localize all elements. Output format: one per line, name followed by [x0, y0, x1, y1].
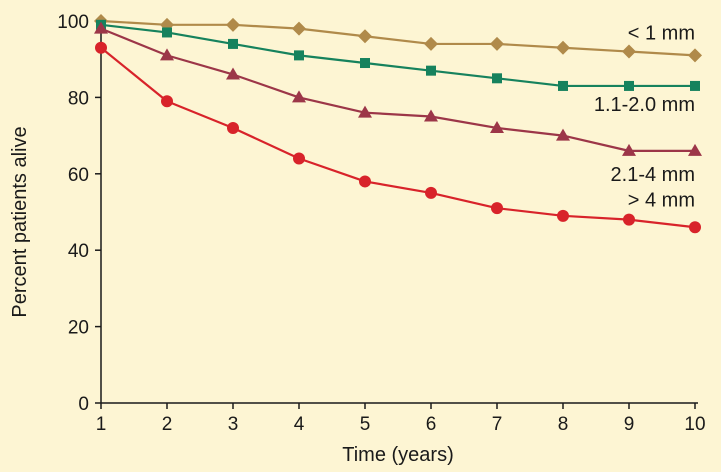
series-square: [96, 19, 700, 91]
data-point-diamond: [622, 44, 636, 59]
data-point-diamond: [226, 17, 240, 32]
series-label: < 1 mm: [628, 22, 695, 44]
series-triangle: [94, 21, 702, 156]
axes: [95, 15, 698, 409]
x-tick-label: 6: [426, 414, 437, 435]
x-tick-label: 2: [162, 414, 173, 435]
x-tick-label: 5: [360, 414, 371, 435]
data-point-square: [492, 73, 502, 84]
data-point-circle: [161, 95, 173, 108]
y-tick-label: 80: [68, 88, 89, 109]
data-point-square: [624, 80, 634, 91]
y-tick-label: 20: [68, 318, 89, 339]
x-tick-label: 1: [96, 414, 107, 435]
data-point-circle: [491, 202, 503, 215]
data-point-square: [228, 38, 238, 49]
data-point-triangle: [160, 48, 174, 61]
data-point-triangle: [226, 67, 240, 80]
data-point-triangle: [292, 90, 306, 103]
data-point-diamond: [556, 40, 570, 55]
data-point-circle: [557, 209, 569, 222]
data-point-triangle: [688, 143, 702, 156]
data-point-circle: [425, 186, 437, 199]
data-point-diamond: [490, 36, 504, 51]
data-point-circle: [95, 41, 107, 54]
y-tick-label: 60: [68, 165, 89, 186]
data-point-triangle: [424, 109, 438, 122]
x-axis-label: Time (years): [342, 444, 453, 466]
data-point-triangle: [358, 105, 372, 118]
series-line: [100, 27, 695, 152]
x-tick-label: 10: [684, 414, 705, 435]
series-label: > 4 mm: [628, 189, 695, 211]
data-point-circle: [623, 213, 635, 226]
y-tick-label: 0: [78, 394, 89, 415]
series-diamond: [94, 14, 702, 63]
data-point-triangle: [94, 21, 108, 34]
x-tick-label: 8: [558, 414, 569, 435]
series-line: [100, 46, 696, 229]
series-label: 1.1-2.0 mm: [594, 94, 695, 116]
x-tick-label: 9: [624, 414, 635, 435]
data-point-triangle: [556, 128, 570, 141]
x-tick-label: 7: [492, 414, 503, 435]
data-point-triangle: [622, 143, 636, 156]
y-axis-label: Percent patients alive: [9, 126, 31, 317]
data-point-square: [162, 27, 172, 38]
series-circle: [95, 41, 701, 234]
x-tick-label: 4: [294, 414, 305, 435]
data-point-circle: [293, 152, 305, 165]
data-point-diamond: [424, 36, 438, 51]
series-group: [94, 14, 702, 234]
series-label: 2.1-4 mm: [611, 164, 695, 186]
data-point-triangle: [490, 120, 504, 133]
data-point-square: [360, 58, 370, 69]
data-point-diamond: [688, 48, 702, 63]
series-line: [100, 23, 695, 88]
data-point-diamond: [292, 21, 306, 36]
data-point-square: [690, 80, 700, 91]
data-point-circle: [359, 175, 371, 188]
y-tick-label: 100: [57, 12, 89, 33]
x-tick-label: 3: [228, 414, 239, 435]
data-point-square: [294, 50, 304, 61]
y-tick-label: 40: [68, 241, 89, 262]
data-point-diamond: [358, 29, 372, 44]
series-line: [100, 19, 696, 57]
data-point-circle: [689, 221, 701, 234]
data-point-square: [558, 80, 568, 91]
data-point-circle: [227, 121, 239, 134]
series-labels: < 1 mm 1.1-2.0 mm 2.1-4 mm > 4 mm: [594, 22, 695, 211]
data-point-square: [426, 65, 436, 76]
